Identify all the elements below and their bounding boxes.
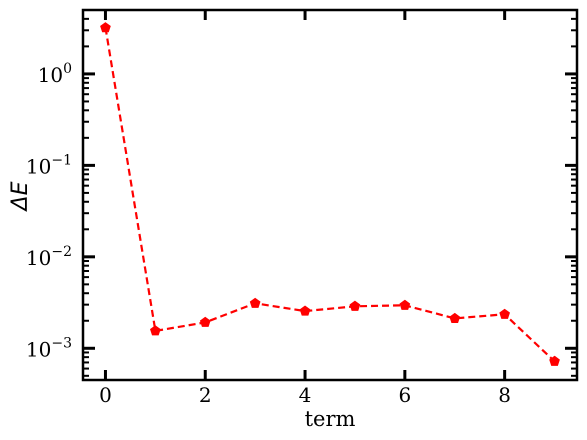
data-point — [249, 297, 261, 308]
x-tick-label: 6 — [398, 383, 411, 407]
data-point — [399, 299, 411, 310]
axis-ticks — [83, 9, 577, 380]
data-point — [199, 316, 211, 327]
y-tick-label: 10−2 — [26, 244, 72, 270]
x-tick-labels: 0 2 4 6 8 — [99, 383, 511, 407]
x-tick-label: 4 — [299, 383, 312, 407]
series-line — [104, 27, 556, 363]
y-tick-label: 100 — [38, 61, 72, 87]
data-point — [549, 355, 560, 366]
series-group — [100, 22, 560, 366]
x-tick-label: 0 — [99, 383, 112, 407]
plot-frame — [81, 8, 579, 382]
data-point — [100, 22, 111, 33]
data-point — [150, 325, 161, 336]
y-axis-label: ΔE — [8, 181, 33, 212]
x-tick-label: 8 — [498, 383, 511, 407]
data-point — [349, 300, 361, 311]
x-tick-label: 2 — [199, 383, 212, 407]
data-point — [449, 312, 461, 323]
y-tick-labels: 10−3 10−2 10−1 100 — [26, 61, 72, 361]
data-point — [499, 308, 510, 319]
data-point — [299, 305, 311, 316]
y-tick-label: 10−3 — [26, 335, 72, 361]
x-axis-label: term — [305, 407, 356, 431]
y-tick-label: 10−1 — [26, 152, 72, 178]
